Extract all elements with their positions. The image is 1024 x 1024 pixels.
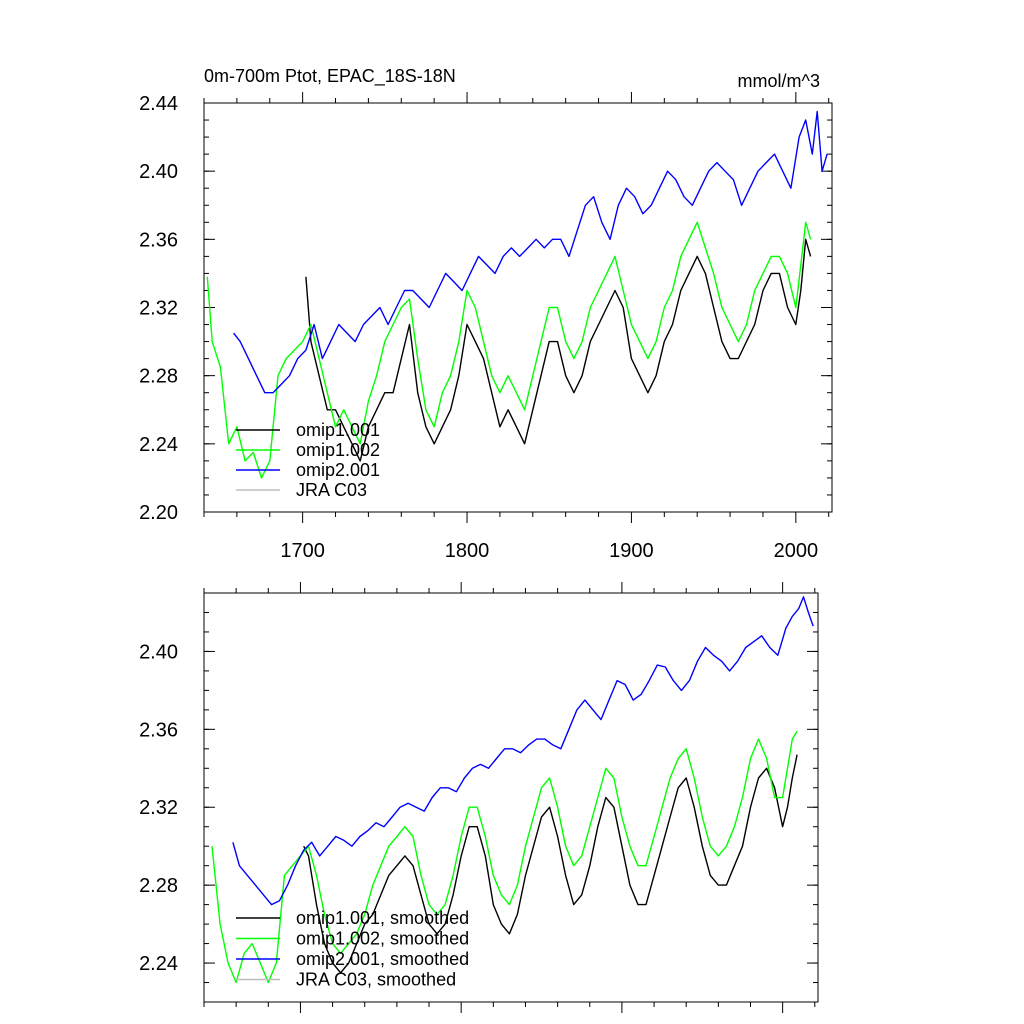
legend-label: omip2.001 — [296, 460, 380, 480]
x-tick-label: 2000 — [774, 540, 819, 562]
y-tick-label: 2.40 — [139, 641, 178, 663]
y-tick-label: 2.24 — [139, 953, 178, 975]
y-tick-label: 2.28 — [139, 875, 178, 897]
series-line — [211, 730, 798, 984]
legend-label: omip2.001, smoothed — [296, 949, 469, 969]
legend-label: omip1.002, smoothed — [296, 929, 469, 949]
axis-ticks: 2.24 2.28 2.32 2.36 2.40 — [139, 582, 818, 1013]
legend-label: omip1.001 — [296, 420, 380, 440]
y-tick-label: 2.36 — [139, 719, 178, 741]
y-tick-label: 2.20 — [139, 502, 178, 524]
series-line — [232, 596, 814, 906]
plot-area-frame — [203, 592, 819, 1003]
chart-title: 0m-700m Ptot, EPAC_18S-18N — [204, 66, 456, 87]
y-tick-label: 2.40 — [139, 161, 178, 183]
legend-label: omip1.001, smoothed — [296, 908, 469, 928]
y-tick-label: 2.32 — [139, 797, 178, 819]
series-line — [233, 110, 828, 394]
units-label: mmol/m^3 — [738, 71, 820, 91]
axis-ticks: 2.20 2.24 2.28 2.32 2.36 2.40 2.44 1700 1800 1900… — [139, 92, 832, 562]
y-tick-label: 2.36 — [139, 229, 178, 251]
bottom-panel: 2.24 2.28 2.32 2.36 2.40 omip1.001, smoothed… — [139, 582, 819, 1013]
y-tick-label: 2.44 — [139, 93, 178, 115]
y-tick-label: 2.32 — [139, 298, 178, 320]
top-panel: 0m-700m Ptot, EPAC_18S-18N mmol/m^3 2.20… — [139, 66, 833, 562]
legend-label: JRA C03, smoothed — [296, 970, 456, 990]
series-lines — [211, 596, 814, 984]
series-line — [206, 221, 812, 479]
legend-label: JRA C03 — [296, 480, 367, 500]
x-tick-label: 1900 — [609, 540, 654, 562]
legend-label: omip1.002 — [296, 440, 380, 460]
series-line — [303, 754, 798, 974]
y-tick-label: 2.24 — [139, 434, 178, 456]
x-tick-label: 1800 — [445, 540, 490, 562]
series-lines — [206, 110, 828, 479]
x-tick-label: 1700 — [280, 540, 325, 562]
series-line — [305, 238, 812, 462]
y-tick-label: 2.28 — [139, 366, 178, 388]
